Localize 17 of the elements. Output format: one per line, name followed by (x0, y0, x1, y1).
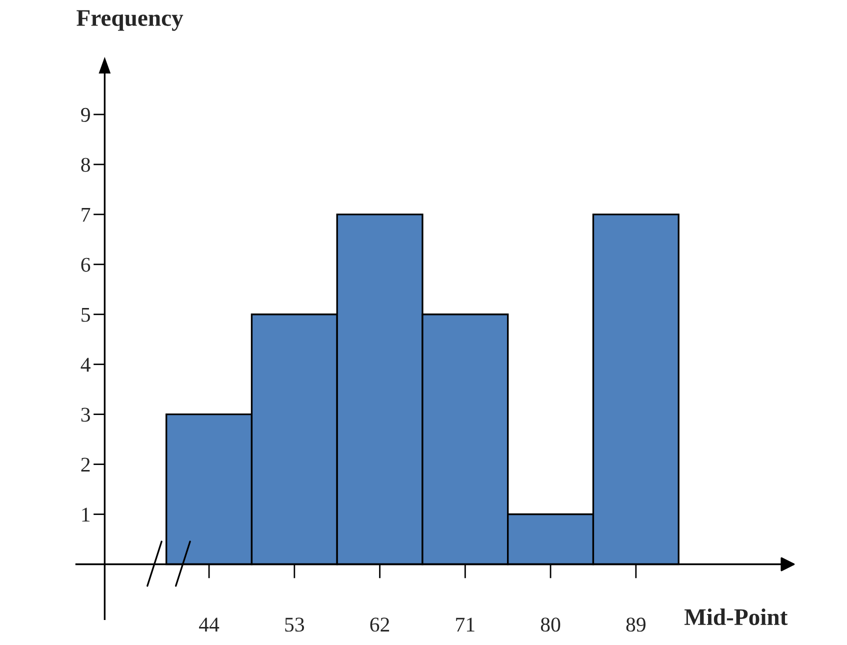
x-tick-label: 62 (370, 618, 390, 632)
x-axis-title: Mid-Point (684, 608, 788, 626)
y-tick-label: 7 (82, 208, 90, 222)
y-tick-label: 5 (82, 308, 90, 322)
y-tick-label: 2 (81, 458, 90, 472)
y-tick-label: 3 (81, 408, 90, 422)
x-tick-label: 53 (285, 618, 304, 632)
y-tick-label: 9 (81, 108, 90, 122)
x-tick-label: 71 (456, 618, 474, 632)
y-axis-title: Frequency (76, 10, 184, 31)
y-tick-label: 6 (81, 258, 90, 272)
y-tick-label: 4 (80, 358, 90, 372)
y-tick-label: 8 (81, 158, 90, 172)
x-tick-label: 44 (199, 618, 220, 632)
x-tick-label: 89 (626, 618, 646, 632)
x-tick-label: 80 (540, 618, 560, 632)
y-tick-label: 1 (82, 508, 90, 522)
